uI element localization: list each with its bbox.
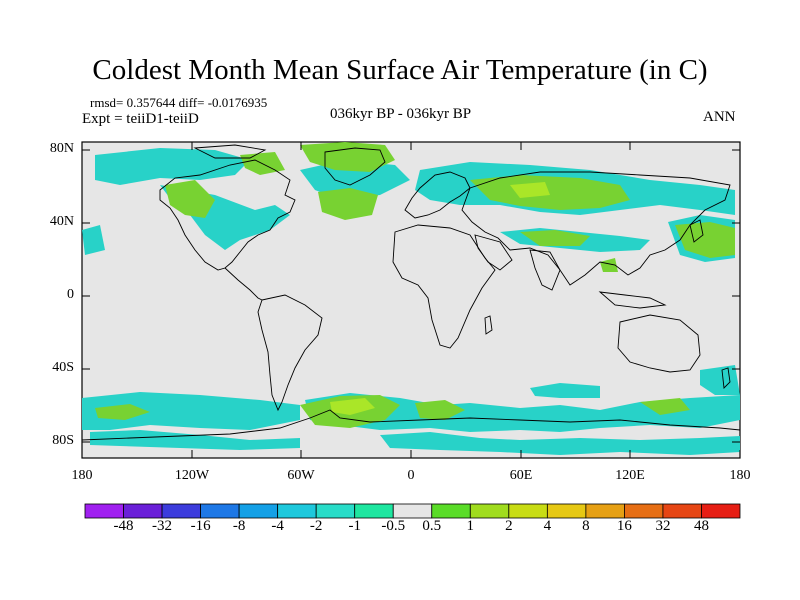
coast-new-zealand — [721, 367, 731, 389]
x-tick-label-180w: 180 — [71, 468, 93, 483]
coastlines — [81, 144, 741, 441]
coast-north-america — [159, 159, 296, 271]
colorbar-swatch — [701, 503, 741, 519]
colorbar-label: -4 — [271, 518, 284, 534]
coast-japan — [689, 219, 704, 243]
cool-region-arctic-canada — [95, 148, 250, 185]
colorbar-label: 48 — [693, 518, 709, 534]
cool-anomaly-regions — [82, 148, 740, 455]
coast-indonesia — [598, 291, 667, 309]
warm-region-siberia — [470, 175, 630, 210]
strong-warm-siberia — [510, 182, 550, 198]
y-tick-label-80n: 80N — [49, 141, 74, 156]
colorbar-swatch — [392, 503, 433, 519]
coast-africa — [392, 224, 496, 349]
cool-region-southern-ocean-mid — [305, 393, 740, 432]
cool-region-antarctic-east — [380, 432, 740, 455]
period-label: 036kyr BP - 036kyr BP — [330, 106, 472, 122]
coast-central-america — [224, 267, 263, 301]
colorbar-label: 1 — [466, 518, 475, 534]
colorbar-label: -32 — [152, 518, 173, 534]
warm-region-alaska — [165, 180, 215, 218]
warm-region-indian-ocean — [640, 398, 690, 415]
coast-madagascar — [484, 315, 493, 335]
coast-antarctica — [81, 409, 741, 441]
colorbar-swatch — [123, 503, 163, 519]
colorbar-swatch — [624, 503, 664, 519]
coast-india — [529, 249, 561, 291]
colorbar-label: -48 — [113, 518, 134, 534]
colorbar-swatch — [508, 503, 548, 519]
colorbar — [84, 503, 741, 519]
colorbar-swatch — [662, 503, 702, 519]
colorbar-swatch — [277, 503, 317, 519]
colorbar-label: 16 — [616, 518, 632, 534]
x-tick-label-60w: 60W — [287, 468, 315, 483]
colorbar-swatch — [469, 503, 510, 519]
colorbar-label: -0.5 — [381, 518, 406, 534]
warm-region-pacific-nw — [675, 222, 735, 258]
season-label: ANN — [703, 109, 736, 125]
colorbar-swatch — [546, 503, 587, 519]
experiment-label: Expt = teiiD1-teiiD — [82, 111, 199, 127]
colorbar-label: -1 — [348, 518, 361, 534]
colorbar-swatch — [585, 503, 625, 519]
colorbar-swatch — [354, 503, 394, 519]
cool-region-west-atlantic — [82, 225, 105, 255]
colorbar-label: 4 — [543, 518, 552, 534]
axis-ticks — [81, 142, 741, 458]
warm-region-north-atlantic — [318, 188, 378, 220]
y-tick-label-80s: 80S — [52, 433, 74, 448]
coast-australia — [617, 314, 701, 373]
colorbar-label: 32 — [655, 518, 671, 534]
chart-title: Coldest Month Mean Surface Air Temperatu… — [92, 54, 708, 86]
cool-region-antarctic-coast — [90, 430, 300, 450]
strong-warm-regions — [330, 182, 550, 415]
coast-greenland — [324, 147, 386, 186]
y-tick-label-40n: 40N — [49, 214, 74, 229]
coast-south-america — [257, 294, 323, 412]
cool-region-southern-ocean-west — [82, 392, 300, 430]
colorbar-label: -2 — [309, 518, 323, 534]
colorbar-swatch — [200, 503, 240, 519]
cool-region-south-atlantic — [530, 383, 600, 398]
x-tick-label-120w: 120W — [174, 468, 210, 483]
warm-region-asia-south — [520, 230, 590, 246]
strong-warm-southern-ocean — [330, 398, 375, 415]
colorbar-swatch — [84, 503, 124, 519]
colorbar-label: -8 — [232, 518, 246, 534]
coast-arctic-islands — [193, 144, 267, 159]
coast-arabia — [474, 234, 513, 271]
x-tick-label-0: 0 — [407, 468, 415, 483]
stats-label: rmsd= 0.357644 diff= -0.0176935 — [90, 95, 268, 110]
coast-asia — [461, 171, 731, 286]
y-tick-label-0: 0 — [67, 287, 74, 302]
x-tick-label-120e: 120E — [615, 468, 645, 483]
warm-region-south-atlantic — [415, 400, 465, 420]
colorbar-swatch — [315, 503, 356, 519]
colorbar-swatch — [161, 503, 201, 519]
colorbar-swatch — [431, 503, 471, 519]
colorbar-label: 0.5 — [422, 518, 442, 534]
colorbar-label: 2 — [505, 518, 513, 534]
warm-region-east-asia — [600, 258, 618, 272]
map-panel — [81, 141, 741, 459]
x-tick-label-60e: 60E — [509, 468, 533, 483]
cool-region-north-atlantic — [300, 160, 410, 200]
colorbar-label: 8 — [582, 518, 590, 534]
colorbar-swatch — [238, 503, 279, 519]
cool-region-south-pacific — [700, 365, 740, 395]
y-tick-label-40s: 40S — [52, 360, 74, 375]
x-tick-label-180e: 180 — [729, 468, 751, 483]
colorbar-label: -16 — [190, 518, 211, 534]
warm-region-southern-west — [95, 404, 150, 420]
